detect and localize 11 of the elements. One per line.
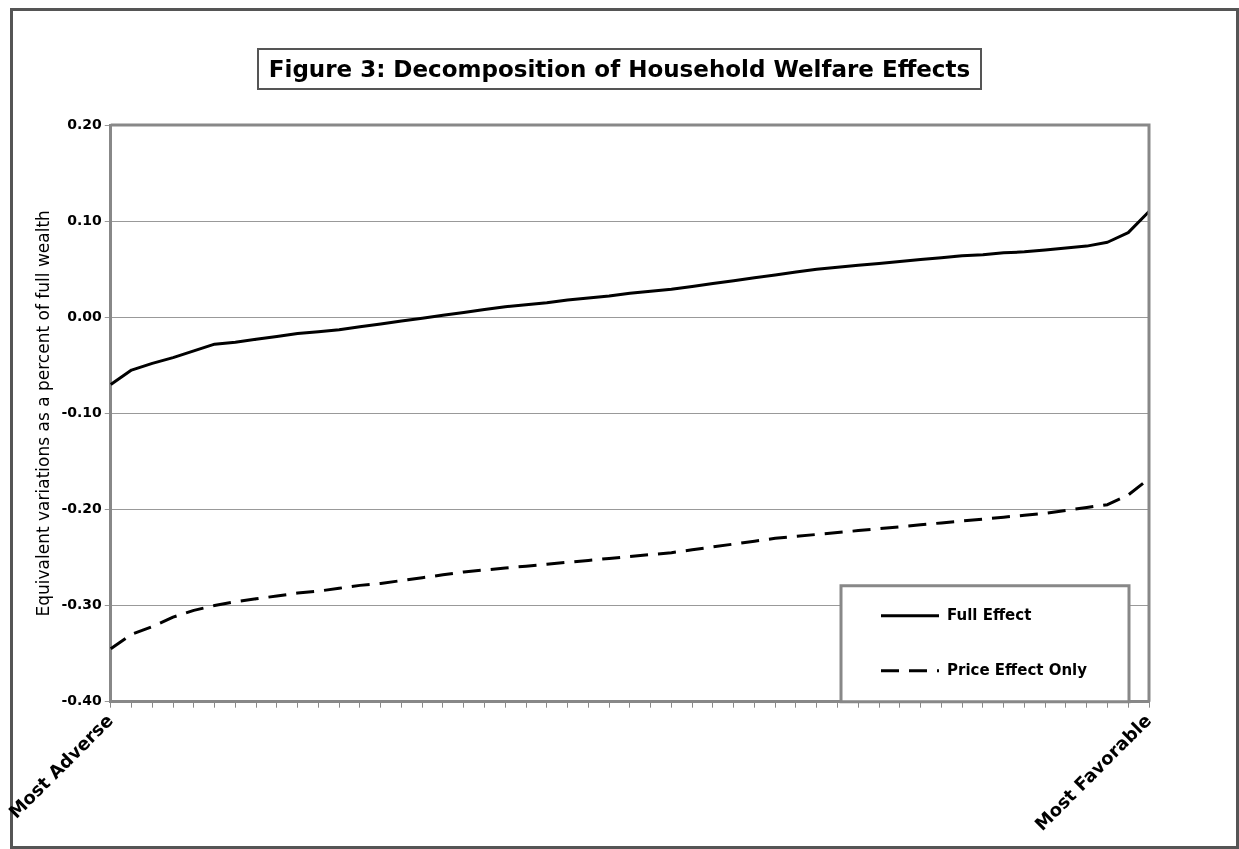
y-tick-label: -0.20	[61, 500, 102, 517]
y-tick-label: -0.40	[61, 692, 102, 709]
legend-label: Full Effect	[947, 605, 1032, 624]
y-tick-label: 0.00	[67, 307, 103, 324]
y-tick-label: 0.20	[67, 115, 103, 132]
y-tick-label: 0.10	[67, 211, 103, 228]
y-tick-label: -0.10	[61, 403, 102, 420]
y-axis-title: Equivalent variations as a percent of full wealth	[32, 210, 53, 617]
y-tick-label: -0.30	[61, 596, 102, 613]
legend-label: Price Effect Only	[947, 660, 1088, 679]
chart-title: Figure 3: Decomposition of Household Welfare Effects	[256, 48, 983, 90]
